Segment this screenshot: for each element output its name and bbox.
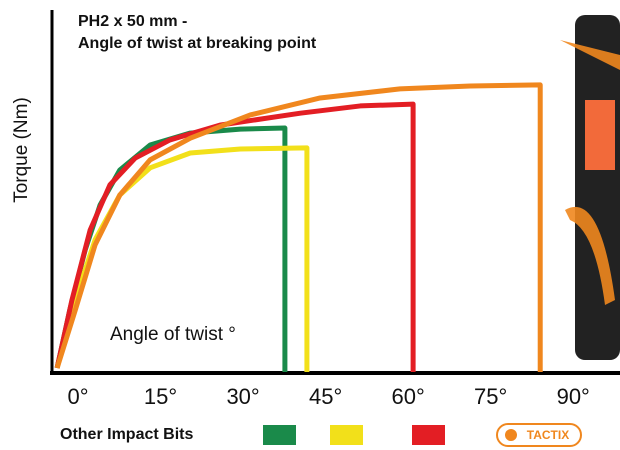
chart-title: PH2 x 50 mm - — [78, 13, 187, 30]
legend-swatch — [412, 425, 445, 445]
x-tick-label: 45° — [309, 384, 342, 409]
annotation: Angle of twist ° — [110, 324, 236, 345]
product-image — [560, 15, 620, 360]
brand-badge: TACTIX — [497, 424, 581, 446]
x-tick-label: 60° — [392, 384, 425, 409]
legend-swatch — [330, 425, 363, 445]
brand-name: TACTIX — [527, 428, 569, 442]
y-axis-label: Torque (Nm) — [11, 97, 32, 203]
x-tick-label: 75° — [474, 384, 507, 409]
legend-label: Other Impact Bits — [60, 426, 193, 443]
chart-subtitle: Angle of twist at breaking point — [78, 35, 317, 52]
legend-swatch — [263, 425, 296, 445]
x-tick-label: 15° — [144, 384, 177, 409]
x-tick-label: 30° — [226, 384, 259, 409]
x-tick-label: 0° — [67, 384, 88, 409]
chart: PH2 x 50 mm - Angle of twist at breaking… — [0, 0, 620, 450]
x-tick-label: 90° — [557, 384, 590, 409]
